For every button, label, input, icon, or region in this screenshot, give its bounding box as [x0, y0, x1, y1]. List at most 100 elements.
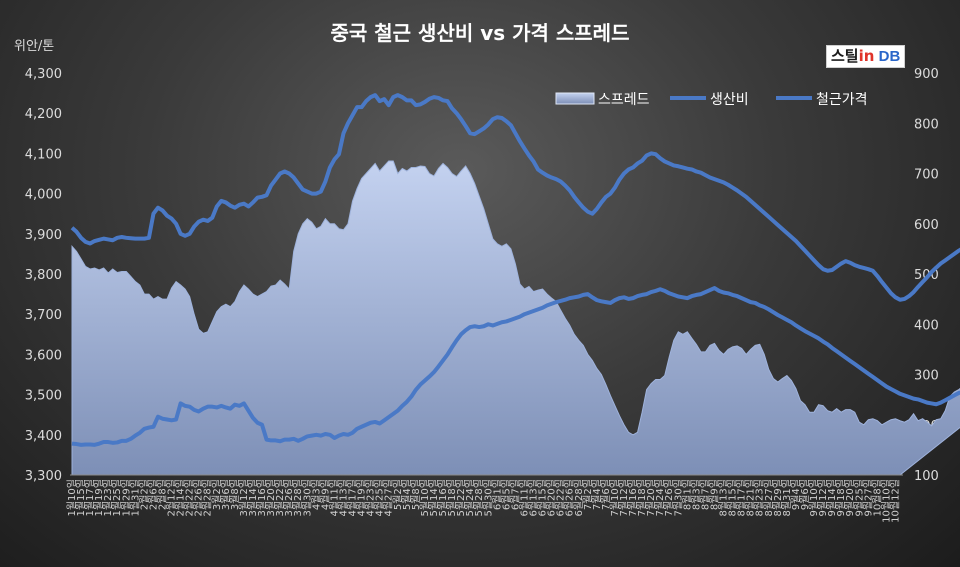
y-left-tick-label: 4,300: [25, 67, 62, 82]
x-tick-label: 9월12일: [817, 479, 829, 517]
x-tick-label: 2월12일: [166, 479, 178, 517]
x-tick-label: 3월2일: [211, 479, 223, 510]
x-tick-label: 7월2일: [582, 479, 594, 510]
x-tick-label: 6월5일: [500, 479, 512, 510]
x-tick-label: 4월19일: [356, 479, 368, 517]
legend-label-cost: 생산비: [710, 92, 749, 108]
x-tick-label: 9월14일: [826, 479, 838, 517]
x-tick-label: 4월23일: [365, 479, 377, 517]
y-left-tick-label: 3,500: [25, 389, 62, 404]
x-tick-label: 1월15일: [75, 479, 87, 517]
x-tick-label: 5월4일: [401, 479, 413, 510]
legend-label-price: 철근가격: [816, 92, 868, 108]
y-left-tick-label: 3,800: [25, 268, 62, 283]
legend: 스프레드 생산비 철근가격: [555, 92, 868, 108]
x-tick-label: 3월14일: [247, 479, 259, 517]
x-tick-label: 10월8일: [871, 479, 883, 517]
x-tick-label: 6월22일: [555, 479, 567, 517]
x-tick-label: 9월25일: [853, 479, 865, 517]
logo-text-3: DB: [874, 48, 901, 65]
x-tick-label: 6월11일: [519, 479, 531, 517]
x-tick-label: 8월7일: [699, 479, 711, 510]
x-tick-label: 7월16일: [627, 479, 639, 517]
x-tick-label: 4월25일: [374, 479, 386, 517]
x-tick-label: 5월8일: [410, 479, 422, 510]
x-tick-label: 8월13일: [718, 479, 730, 517]
x-tick-label: 9월20일: [844, 479, 856, 517]
x-tick-label: 9월6일: [799, 479, 811, 510]
x-tick-label: 8월27일: [763, 479, 775, 517]
x-tick-label: 1월10일: [66, 479, 78, 517]
series-line-cost: [71, 286, 960, 447]
x-tick-label: 4월9일: [319, 479, 331, 510]
x-tick-label: 5월28일: [473, 479, 485, 517]
x-tick-label: 6월1일: [491, 479, 503, 510]
logo-text-2: in: [858, 47, 875, 65]
x-tick-label: 5월24일: [464, 479, 476, 517]
x-tick-label: 9월27일: [862, 479, 874, 517]
y-left-tick-label: 4,100: [25, 147, 62, 162]
y-left-tick-label: 3,600: [25, 348, 62, 363]
x-tick-label: 10월12일: [890, 479, 902, 523]
x-tick-label: 7월20일: [645, 479, 657, 517]
y-right-tick-label: 900: [914, 67, 939, 82]
x-axis: 1월10일1월15일1월17일1월19일1월23일1월25일1월29일1월31일…: [66, 479, 902, 523]
y-right-tick-label: 300: [914, 369, 939, 384]
x-tick-label: 1월17일: [84, 479, 96, 517]
y-left-tick-label: 3,900: [25, 228, 62, 243]
x-tick-label: 7월4일: [591, 479, 603, 510]
x-tick-label: 6월28일: [573, 479, 585, 517]
x-tick-label: 2월26일: [193, 479, 205, 517]
x-tick-label: 5월30일: [482, 479, 494, 517]
x-tick-label: 5월14일: [428, 479, 440, 517]
x-tick-label: 6월20일: [546, 479, 558, 517]
series-line-price: [70, 93, 960, 302]
x-tick-label: 3월16일: [256, 479, 268, 517]
x-tick-label: 7월12일: [618, 479, 630, 517]
y-left-tick-label: 3,300: [25, 469, 62, 484]
x-tick-label: 6월13일: [528, 479, 540, 517]
x-tick-label: 2월6일: [147, 479, 159, 510]
x-tick-label: 4월13일: [338, 479, 350, 517]
y-left-tick-label: 4,000: [25, 188, 62, 203]
x-tick-label: 7월18일: [636, 479, 648, 517]
chart-title: 중국 철근 생산비 vs 가격 스프레드: [331, 21, 630, 45]
x-tick-label: 1월29일: [120, 479, 132, 517]
x-tick-label: 8월15일: [727, 479, 739, 517]
legend-label-spread: 스프레드: [598, 92, 650, 108]
y-right-tick-label: 100: [914, 469, 939, 484]
x-tick-label: 3월6일: [220, 479, 232, 510]
x-tick-label: 1월31일: [129, 479, 141, 517]
legend-swatch-spread: [555, 92, 595, 105]
x-tick-label: 7월10일: [609, 479, 621, 517]
y-left-axis: 3,300 3,400 3,500 3,600 3,700 3,800 3,900 4,000…: [25, 67, 62, 484]
x-tick-label: 1월25일: [111, 479, 123, 517]
x-tick-label: 8월29일: [772, 479, 784, 517]
x-tick-label: 8월23일: [754, 479, 766, 517]
x-tick-label: 8월9일: [709, 479, 721, 510]
x-tick-label: 3월8일: [229, 479, 241, 510]
x-tick-label: 3월20일: [265, 479, 277, 517]
x-tick-label: 2월14일: [175, 479, 187, 517]
x-tick-label: 1월23일: [102, 479, 114, 517]
x-tick-label: 5월10일: [419, 479, 431, 517]
x-tick-label: 5월18일: [446, 479, 458, 517]
x-tick-label: 9월4일: [790, 479, 802, 510]
x-tick-label: 6월15일: [537, 479, 549, 517]
x-tick-label: 6월26일: [564, 479, 576, 517]
x-tick-label: 3월12일: [238, 479, 250, 517]
y-left-unit-label: 위안/톤: [14, 39, 54, 54]
y-right-tick-label: 800: [914, 117, 939, 132]
x-tick-label: 2월22일: [184, 479, 196, 517]
x-tick-label: 5월16일: [437, 479, 449, 517]
x-tick-label: 6월7일: [509, 479, 521, 510]
x-tick-label: 3월22일: [274, 479, 286, 517]
x-tick-label: 7월24일: [654, 479, 666, 517]
x-tick-label: 9월18일: [835, 479, 847, 517]
x-tick-label: 8월3일: [690, 479, 702, 510]
x-tick-label: 3월26일: [283, 479, 295, 517]
x-tick-label: 3월30일: [301, 479, 313, 517]
x-tick-label: 4월17일: [347, 479, 359, 517]
x-tick-label: 4월3일: [310, 479, 322, 510]
